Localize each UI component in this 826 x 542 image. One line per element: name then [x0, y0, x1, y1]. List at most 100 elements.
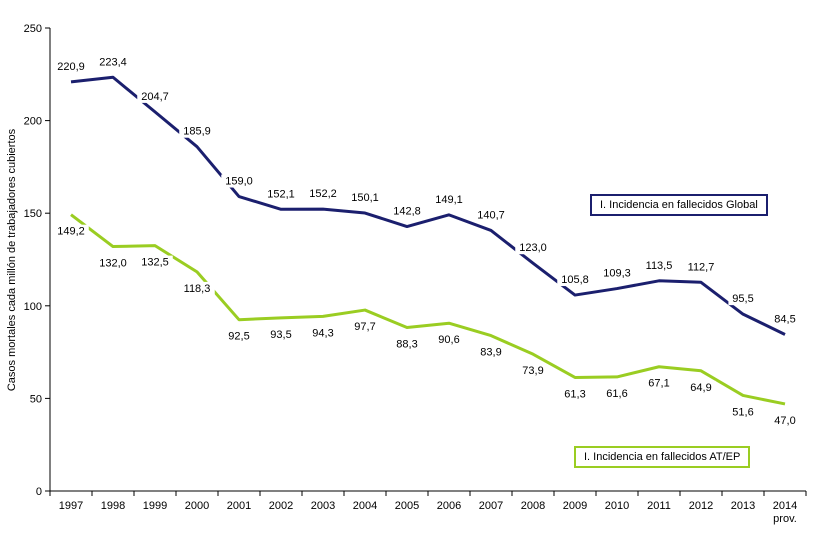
data-label-bg-global — [431, 192, 467, 206]
data-label-global: 109,3 — [603, 268, 631, 280]
y-tick-label: 100 — [24, 301, 42, 313]
data-label-bg-atep — [770, 413, 800, 427]
data-label-atep: 51,6 — [732, 406, 753, 418]
y-tick-label: 250 — [24, 23, 42, 35]
x-tick-label: 1998 — [101, 500, 125, 512]
legend-global-series: I. Incidencia en fallecidos Global — [590, 194, 768, 216]
data-label-global: 159,0 — [225, 176, 253, 188]
data-label-global: 204,7 — [141, 91, 169, 103]
data-label-atep: 73,9 — [522, 365, 543, 377]
y-tick-label: 50 — [30, 393, 42, 405]
data-label-bg-atep — [224, 329, 254, 343]
x-tick-label: 1997 — [59, 500, 83, 512]
data-label-global: 105,8 — [561, 274, 589, 286]
data-label-bg-atep — [392, 337, 422, 351]
data-label-bg-atep — [728, 405, 758, 419]
data-label-bg-atep — [476, 345, 506, 359]
data-label-bg-global — [641, 258, 677, 272]
x-tick-label: 2009 — [563, 500, 587, 512]
x-tick-label: 1999 — [143, 500, 167, 512]
data-label-atep: 61,6 — [606, 388, 627, 400]
x-tick-label: 2007 — [479, 500, 503, 512]
data-label-bg-atep — [137, 255, 173, 269]
x-tick-label: 2004 — [353, 500, 377, 512]
data-label-atep: 61,3 — [564, 388, 585, 400]
data-label-atep: 47,0 — [774, 415, 795, 427]
data-label-bg-global — [137, 89, 173, 103]
data-label-global: 95,5 — [732, 293, 753, 305]
x-tick-label: 2010 — [605, 500, 629, 512]
x-tick-label: 2001 — [227, 500, 251, 512]
data-label-global: 152,1 — [267, 188, 295, 200]
data-label-bg-global — [599, 266, 635, 280]
data-label-atep: 64,9 — [690, 382, 711, 394]
data-label-bg-atep — [602, 386, 632, 400]
y-axis-label: Casos mortales cada millón de trabajador… — [6, 128, 18, 392]
data-label-bg-atep — [686, 380, 716, 394]
data-label-bg-global — [179, 124, 215, 138]
data-label-atep: 132,5 — [141, 257, 169, 269]
x-tick-label: 2005 — [395, 500, 419, 512]
data-label-bg-atep — [95, 256, 131, 270]
data-label-atep: 149,2 — [57, 226, 85, 238]
data-label-bg-atep — [644, 376, 674, 390]
x-tick-label: 2008 — [521, 500, 545, 512]
data-label-bg-atep — [266, 327, 296, 341]
y-tick-label: 0 — [36, 486, 42, 498]
data-label-global: 112,7 — [688, 261, 715, 273]
x-tick-label: 2006 — [437, 500, 461, 512]
x-tick-sublabel: prov. — [773, 513, 797, 525]
x-tick-label: 2013 — [731, 500, 755, 512]
data-label-atep: 93,5 — [270, 329, 291, 341]
data-label-bg-global — [221, 174, 257, 188]
data-label-global: 150,1 — [351, 192, 379, 204]
data-label-atep: 92,5 — [228, 331, 249, 343]
data-label-atep: 90,6 — [438, 334, 459, 346]
x-tick-label: 2011 — [647, 500, 671, 512]
data-label-bg-atep — [518, 364, 548, 378]
data-label-global: 223,4 — [99, 56, 127, 68]
data-label-global: 140,7 — [477, 209, 505, 221]
series-line-atep — [70, 213, 786, 406]
legend-atep-series: I. Incidencia en fallecidos AT/EP — [574, 446, 751, 468]
data-label-bg-atep — [179, 281, 215, 295]
data-label-bg-global — [347, 191, 383, 205]
data-label-global: 149,1 — [435, 194, 463, 206]
data-label-bg-global — [515, 241, 551, 255]
x-tick-label: 2002 — [269, 500, 293, 512]
x-tick-label: 2003 — [311, 500, 335, 512]
data-label-global: 142,8 — [393, 206, 421, 218]
data-label-bg-atep — [53, 224, 89, 238]
data-label-atep: 94,3 — [312, 327, 333, 339]
data-label-atep: 97,7 — [354, 321, 375, 333]
data-label-bg-global — [389, 204, 425, 218]
data-label-bg-global — [95, 55, 131, 69]
data-label-bg-global — [53, 59, 89, 73]
data-label-bg-global — [770, 312, 800, 326]
data-label-bg-global — [305, 187, 341, 201]
y-tick-label: 200 — [24, 116, 42, 128]
data-label-atep: 118,3 — [184, 283, 211, 295]
data-label-global: 113,5 — [646, 260, 673, 272]
data-label-bg-global — [557, 273, 593, 287]
data-label-bg-global — [683, 260, 719, 274]
data-label-global: 185,9 — [183, 126, 211, 138]
data-label-bg-atep — [560, 387, 590, 401]
data-label-global: 152,2 — [309, 188, 337, 200]
data-label-global: 220,9 — [57, 61, 85, 73]
data-label-global: 84,5 — [774, 314, 795, 326]
data-label-atep: 67,1 — [648, 378, 669, 390]
data-label-bg-atep — [350, 320, 380, 334]
data-label-bg-global — [263, 187, 299, 201]
series-line-global — [70, 75, 786, 336]
data-label-bg-global — [473, 208, 509, 222]
data-label-atep: 88,3 — [396, 338, 417, 350]
data-label-global: 123,0 — [519, 242, 547, 254]
data-label-bg-atep — [434, 333, 464, 347]
data-label-atep: 132,0 — [99, 258, 127, 270]
y-tick-label: 150 — [24, 208, 42, 220]
data-label-atep: 83,9 — [480, 347, 501, 359]
x-tick-label: 2012 — [689, 500, 713, 512]
data-label-bg-global — [728, 292, 758, 306]
